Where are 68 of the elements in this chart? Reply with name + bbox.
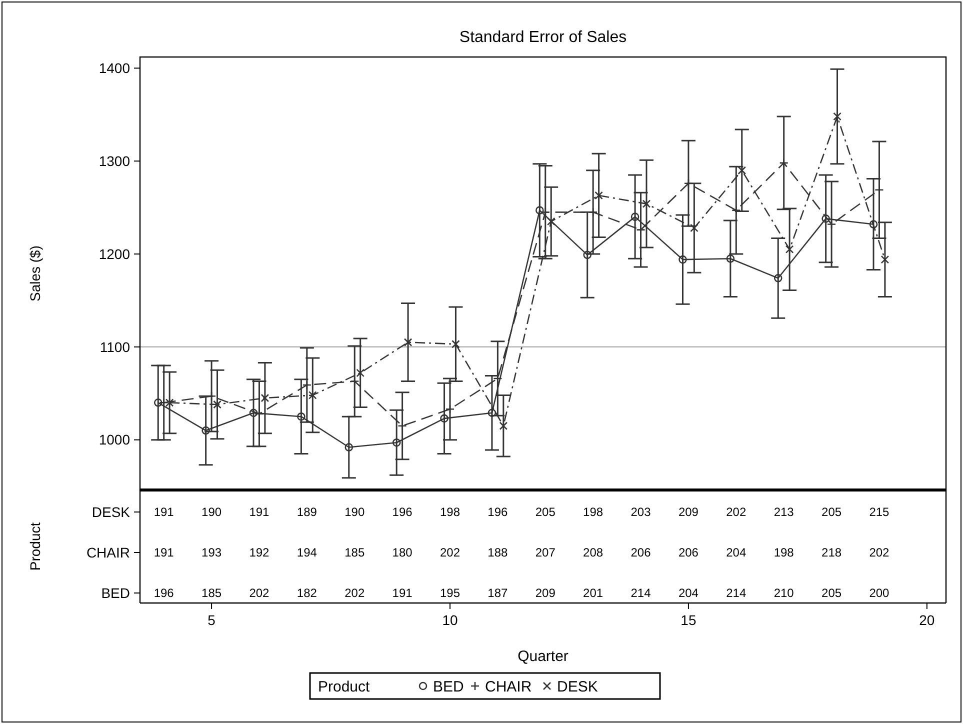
data-label: 193 bbox=[202, 546, 222, 560]
x-tick-label: 15 bbox=[680, 612, 696, 628]
data-label: 187 bbox=[488, 586, 508, 600]
data-label: 202 bbox=[869, 546, 890, 560]
data-label: 206 bbox=[678, 546, 699, 560]
data-label: 215 bbox=[869, 505, 890, 520]
y-tick-label: 1400 bbox=[98, 60, 130, 76]
data-label: 214 bbox=[726, 586, 746, 600]
data-label: 206 bbox=[630, 546, 652, 560]
data-label: 189 bbox=[296, 505, 318, 520]
data-label: 198 bbox=[583, 505, 604, 520]
data-label: 209 bbox=[535, 586, 556, 600]
data-label: 190 bbox=[202, 505, 222, 520]
data-label: 191 bbox=[154, 505, 174, 520]
data-label: 191 bbox=[154, 546, 174, 560]
data-label: 180 bbox=[392, 546, 413, 560]
data-label: 209 bbox=[678, 505, 699, 520]
legend-title: Product bbox=[318, 678, 371, 696]
data-label: 200 bbox=[869, 586, 890, 600]
data-label: 205 bbox=[822, 505, 842, 520]
y-tick-label: 1200 bbox=[98, 246, 130, 262]
chart-title: Standard Error of Sales bbox=[459, 29, 627, 46]
data-label: 204 bbox=[678, 586, 699, 600]
data-label: 188 bbox=[488, 546, 508, 560]
data-label: 208 bbox=[583, 546, 604, 560]
data-label: 214 bbox=[630, 586, 652, 600]
legend-label: BED bbox=[433, 678, 464, 696]
y-tick-label: CHAIR bbox=[86, 544, 130, 560]
legend-label: DESK bbox=[557, 678, 598, 696]
data-label: 196 bbox=[154, 586, 174, 600]
data-label: 190 bbox=[344, 505, 365, 520]
data-label: 196 bbox=[488, 505, 508, 520]
y-tick-label: 1100 bbox=[100, 338, 130, 355]
data-label: 201 bbox=[583, 586, 604, 600]
data-label: 196 bbox=[392, 505, 413, 520]
data-label: 210 bbox=[774, 586, 794, 600]
x-axis-title: Quarter bbox=[518, 648, 568, 665]
data-label: 191 bbox=[392, 586, 413, 600]
x-tick-label: 10 bbox=[442, 612, 458, 628]
data-label: 204 bbox=[726, 546, 746, 560]
data-label: 218 bbox=[822, 546, 842, 560]
data-label: 202 bbox=[344, 586, 365, 600]
x-tick-label: 5 bbox=[208, 612, 216, 628]
data-label: 205 bbox=[535, 505, 556, 520]
data-label: 205 bbox=[822, 586, 842, 600]
data-label: 198 bbox=[440, 505, 460, 520]
y-tick-label: 1000 bbox=[98, 432, 130, 448]
y-tick-label: BED bbox=[101, 584, 130, 601]
data-label: 198 bbox=[774, 546, 794, 560]
legend-label: CHAIR bbox=[485, 678, 532, 696]
y-tick-label: DESK bbox=[92, 504, 131, 520]
data-label: 195 bbox=[440, 586, 460, 600]
data-label: 203 bbox=[630, 505, 652, 520]
data-label: 185 bbox=[202, 586, 222, 600]
data-label: 185 bbox=[344, 546, 365, 560]
data-label: 202 bbox=[249, 586, 270, 600]
data-label: 213 bbox=[774, 505, 794, 520]
data-label: 202 bbox=[726, 505, 746, 520]
y-tick-label: 1300 bbox=[98, 152, 130, 169]
y-axis-title: Product bbox=[27, 522, 43, 571]
y-axis-title: Sales ($) bbox=[27, 245, 43, 302]
data-label: 191 bbox=[249, 505, 270, 520]
data-label: 182 bbox=[296, 586, 318, 600]
data-label: 194 bbox=[296, 546, 318, 560]
data-label: 192 bbox=[249, 546, 270, 560]
x-tick-label: 20 bbox=[919, 612, 935, 628]
data-label: 207 bbox=[535, 546, 556, 560]
data-label: 202 bbox=[440, 546, 460, 560]
